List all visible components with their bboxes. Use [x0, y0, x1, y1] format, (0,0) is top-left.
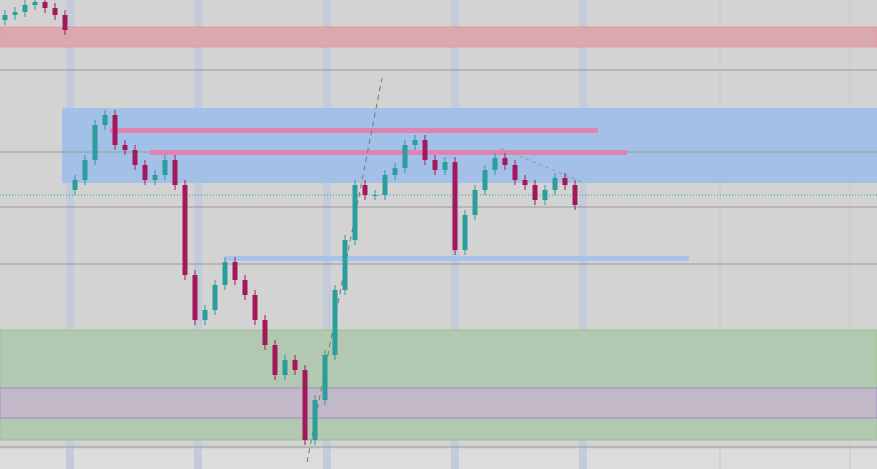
candle-body [392, 168, 398, 175]
candle-body [272, 345, 278, 375]
candle-body [72, 180, 78, 190]
candle-body [322, 355, 328, 400]
candle-body [492, 158, 498, 170]
candle-body [52, 8, 58, 15]
bottom-strip [0, 449, 877, 469]
candle-body [302, 370, 308, 440]
candle-body [562, 178, 568, 185]
candle-body [382, 175, 388, 195]
candle-body [362, 185, 368, 195]
candle-body [462, 215, 468, 250]
candle-body [232, 262, 238, 280]
candle-body [422, 140, 428, 160]
session-line [66, 0, 74, 469]
candle-body [182, 185, 188, 275]
trend-line [306, 77, 383, 463]
candle-body [532, 185, 538, 200]
candle-body [402, 145, 408, 168]
blue-zone [62, 108, 877, 183]
candle-body [572, 185, 578, 205]
trend-line [499, 147, 583, 183]
candle-body [512, 165, 518, 180]
candle-body [22, 5, 28, 12]
candle-body [262, 320, 268, 345]
green-zone [0, 329, 877, 441]
candle-body [172, 160, 178, 185]
candle-body [502, 158, 508, 165]
candle-body [202, 310, 208, 320]
candle-body [452, 162, 458, 250]
candle-body [432, 160, 438, 170]
pink-level [110, 128, 598, 133]
session-line [194, 0, 202, 469]
candle-body [212, 285, 218, 310]
candle-body [92, 125, 98, 160]
candle-body [332, 290, 338, 355]
candle-body [62, 15, 68, 30]
candle-body [352, 185, 358, 240]
candle-body [412, 140, 418, 145]
candle-body [122, 145, 128, 150]
candle-body [32, 2, 38, 5]
session-line [323, 0, 331, 469]
candles [2, 0, 578, 445]
candle-body [542, 190, 548, 200]
candle-body [372, 195, 378, 196]
candle-body [162, 160, 168, 175]
candle-body [252, 295, 258, 320]
horizontal-lines [0, 69, 877, 448]
candle-body [442, 162, 448, 170]
candle-body [82, 160, 88, 180]
candle-body [292, 360, 298, 370]
candle-body [102, 115, 108, 125]
session-line [579, 0, 587, 469]
candle-body [312, 400, 318, 440]
candle-body [142, 165, 148, 180]
candle-body [342, 240, 348, 290]
candle-body [132, 150, 138, 165]
pink-level [150, 150, 627, 155]
candle-body [242, 280, 248, 295]
candle-body [482, 170, 488, 190]
candle-body [472, 190, 478, 215]
candle-body [12, 12, 18, 15]
candle-body [552, 178, 558, 190]
candle-body [42, 2, 48, 8]
candle-body [222, 262, 228, 285]
red-zone [0, 26, 877, 48]
candle-body [152, 175, 158, 180]
candle-body [282, 360, 288, 375]
purple-zone [0, 387, 877, 419]
candle-body [112, 115, 118, 145]
candle-body [522, 180, 528, 185]
blue-level [225, 256, 689, 261]
candle-body [2, 15, 8, 20]
candle-body [192, 275, 198, 320]
